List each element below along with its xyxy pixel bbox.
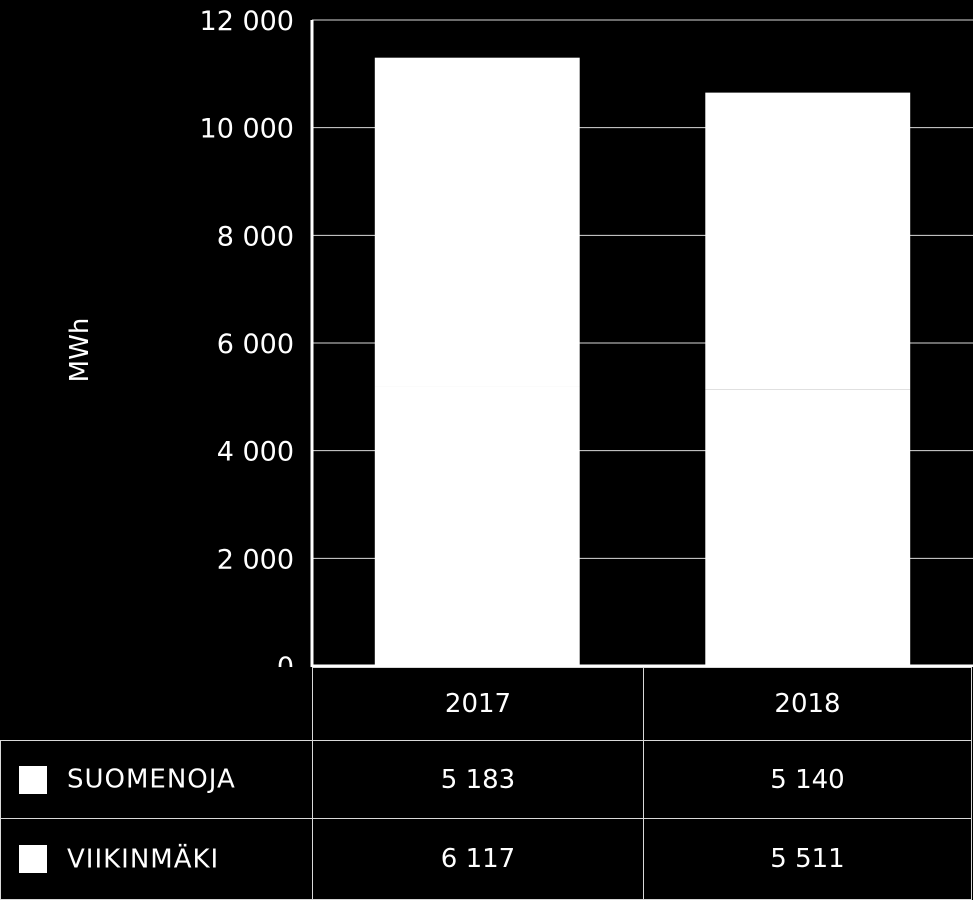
y-tick-label: 4 000	[217, 437, 294, 468]
legend-label: SUOMENOJA	[67, 764, 236, 795]
y-tick-label: 0	[277, 652, 294, 667]
data-cell: 5 140	[643, 740, 972, 819]
legend-entry: SUOMENOJA	[0, 740, 313, 819]
bar-segment-1	[374, 386, 580, 666]
legend-swatch	[19, 765, 47, 794]
data-table: 2017 2018 SUOMENOJA 5 183 5 140 VIIKINMÄ…	[0, 667, 972, 900]
legend-entry: VIIKINMÄKI	[0, 818, 313, 900]
legend-label: VIIKINMÄKI	[67, 844, 220, 875]
legend-swatch	[19, 845, 47, 874]
y-tick-label: 8 000	[217, 221, 294, 252]
data-cell: 5 511	[643, 818, 972, 900]
category-label: 2018	[643, 667, 972, 741]
y-tick-label: 2 000	[217, 544, 294, 575]
y-axis-ticks: 0 2 000 4 000 6 000 8 000 10 000 12 000	[200, 6, 294, 667]
data-cell: 6 117	[312, 818, 644, 900]
data-table-row: SUOMENOJA 5 183 5 140	[0, 740, 972, 819]
y-axis-label: MWh	[65, 318, 95, 383]
bar-chart: 0 2 000 4 000 6 000 8 000 10 000 12 000 MWh	[65, 6, 973, 667]
data-table-corner	[0, 667, 313, 741]
y-tick-label: 10 000	[200, 114, 294, 145]
bar-segment-2	[374, 57, 580, 387]
bar-segment-1	[705, 389, 911, 666]
data-table-row: VIIKINMÄKI 6 117 5 511	[0, 818, 972, 900]
bar-segment-2	[705, 92, 911, 390]
data-cell: 5 183	[312, 740, 644, 819]
data-table-header-row: 2017 2018	[0, 667, 972, 741]
y-tick-label: 12 000	[200, 6, 294, 37]
category-label: 2017	[312, 667, 644, 741]
y-tick-label: 6 000	[217, 329, 294, 360]
bars	[374, 57, 911, 666]
